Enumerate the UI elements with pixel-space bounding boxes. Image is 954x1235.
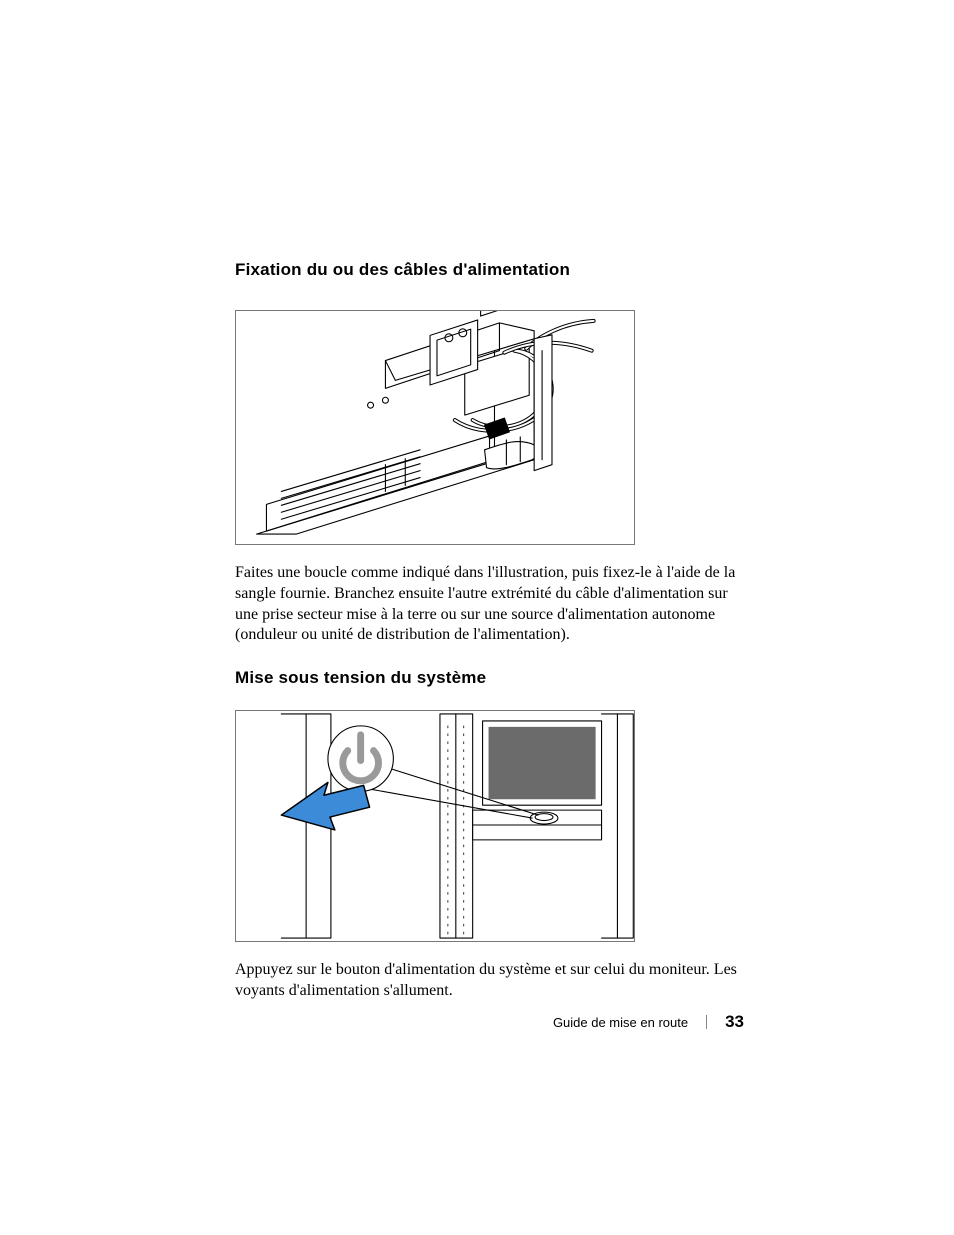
footer-separator (706, 1015, 707, 1029)
section-heading-cables: Fixation du ou des câbles d'alimentation (235, 260, 744, 280)
footer-page-number: 33 (725, 1012, 744, 1032)
document-page: Fixation du ou des câbles d'alimentation (0, 0, 954, 1235)
section-paragraph-power-on: Appuyez sur le bouton d'alimentation du … (235, 960, 744, 1002)
section-heading-power-on: Mise sous tension du système (235, 668, 744, 688)
page-footer: Guide de mise en route 33 (553, 1012, 744, 1032)
figure-power-on (235, 710, 635, 942)
section-paragraph-cables: Faites une boucle comme indiqué dans l'i… (235, 563, 744, 646)
figure-cable-fixation (235, 310, 635, 545)
footer-doc-title: Guide de mise en route (553, 1015, 688, 1030)
